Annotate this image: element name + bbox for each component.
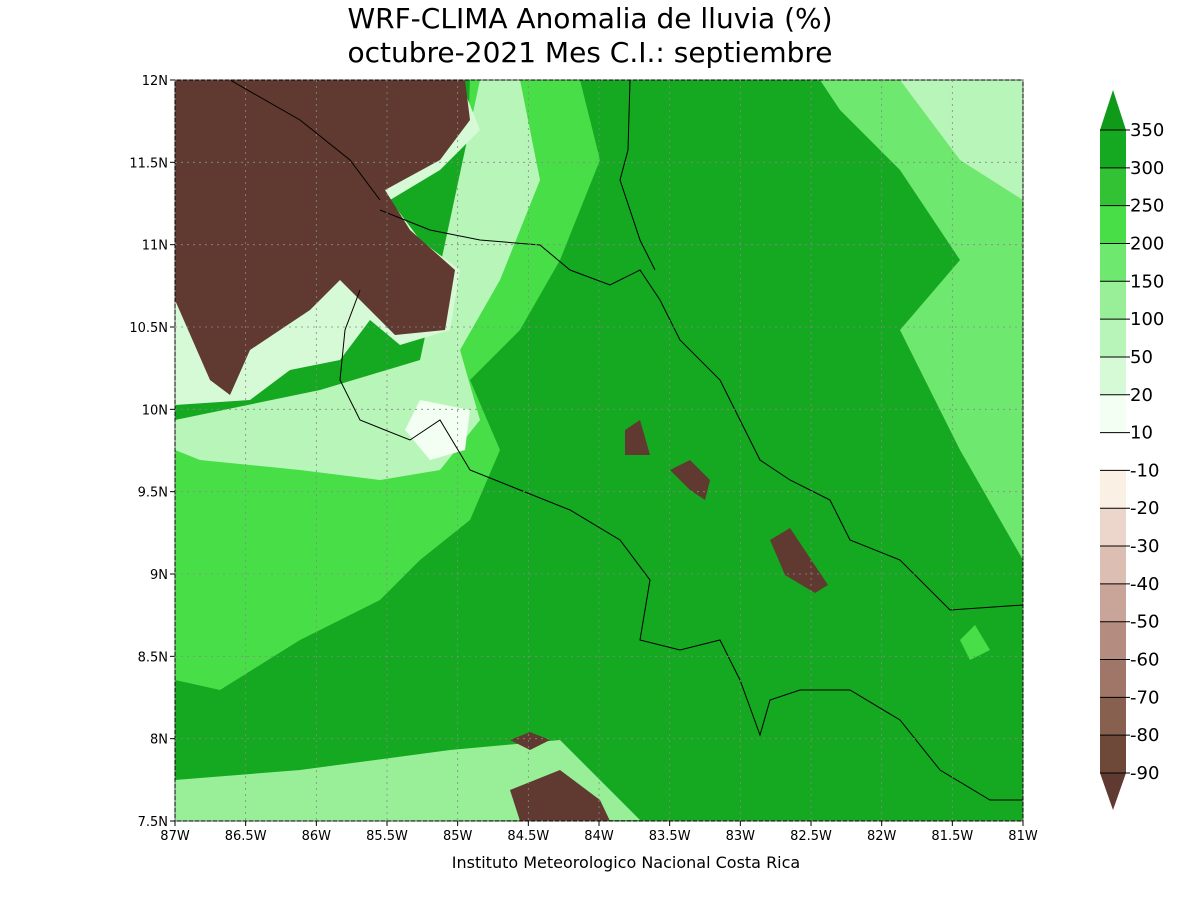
credit: Instituto Meteorologico Nacional Costa R… (452, 853, 800, 872)
lat-tick-label: 11.5N (129, 156, 168, 171)
colorbar-box (1100, 470, 1126, 509)
colorbar-label: 10 (1130, 423, 1153, 444)
colorbar-box (1100, 508, 1126, 547)
field-patch (770, 528, 828, 593)
colorbar-box (1100, 697, 1126, 736)
lon-tick-label: 81W (1008, 829, 1038, 844)
colorbar-label: 50 (1130, 347, 1153, 368)
colorbar-box (1100, 356, 1126, 395)
colorbar-label: -90 (1130, 763, 1159, 784)
lon-tick-label: 86W (302, 829, 332, 844)
colorbar-label: 200 (1130, 233, 1164, 254)
colorbar-box (1100, 281, 1126, 320)
colorbar-box (1100, 394, 1126, 433)
lat-tick-label: 11N (142, 239, 168, 254)
lon-tick-label: 84.5W (507, 829, 549, 844)
colorbar-label: -20 (1130, 498, 1159, 519)
lon-tick-label: 83W (726, 829, 756, 844)
colorbar-label: 300 (1130, 158, 1164, 179)
coastline (619, 80, 656, 271)
colorbar-label: 150 (1130, 271, 1164, 292)
colorbar-label: 20 (1130, 385, 1153, 406)
colorbar-box (1100, 243, 1126, 282)
colorbar-label: -40 (1130, 574, 1159, 595)
field-patch (670, 460, 710, 500)
lat-tick-label: 8N (150, 733, 168, 748)
field-patch (405, 400, 470, 460)
colorbar-box (1100, 583, 1126, 622)
lat-tick-label: 12N (142, 74, 168, 89)
field-patch (900, 80, 1023, 200)
title-line-2: octubre-2021 Mes C.I.: septiembre (348, 36, 833, 69)
lon-tick-label: 81.5W (931, 829, 973, 844)
colorbar-box (1100, 205, 1126, 244)
colorbar-arrow-bottom (1100, 773, 1126, 810)
lon-tick-label: 83.5W (649, 829, 691, 844)
colorbar-label: 250 (1130, 196, 1164, 217)
lon-tick-label: 87W (160, 829, 190, 844)
colorbar-box (1100, 167, 1126, 206)
lon-tick-label: 85W (443, 829, 473, 844)
field-patch (510, 770, 610, 821)
field-patch (175, 80, 470, 395)
colorbar-label: 350 (1130, 120, 1164, 141)
colorbar-box (1100, 432, 1126, 471)
lon-tick-label: 82W (867, 829, 897, 844)
colorbar-box (1100, 319, 1126, 357)
field-patch (960, 625, 990, 660)
field-patch (175, 80, 540, 480)
colorbar-arrow-top (1100, 90, 1126, 130)
field-patch (820, 80, 1023, 560)
colorbar-label: -50 (1130, 612, 1159, 633)
coastline (379, 209, 1023, 611)
lat-tick-label: 7.5N (138, 815, 168, 830)
colorbar-label: -60 (1130, 650, 1159, 671)
field (175, 80, 1023, 821)
lat-tick-label: 8.5N (138, 650, 168, 665)
colorbar-label: -10 (1130, 460, 1159, 481)
lat-tick-label: 10.5N (129, 321, 168, 336)
colorbar-label: -70 (1130, 687, 1159, 708)
title-line-1: WRF-CLIMA Anomalia de lluvia (%) (347, 2, 832, 35)
lon-tick-label: 85.5W (366, 829, 408, 844)
lat-tick-label: 9N (150, 568, 168, 583)
colorbar-box (1100, 621, 1126, 660)
coastline (229, 80, 381, 201)
colorbar-box (1100, 546, 1126, 584)
lon-tick-label: 86.5W (225, 829, 267, 844)
colorbar-label: 100 (1130, 309, 1164, 330)
field-patch (625, 420, 650, 455)
field-patch (510, 732, 550, 750)
colorbar-label: -80 (1130, 725, 1159, 746)
lon-tick-label: 84W (584, 829, 614, 844)
colorbar-label: -30 (1130, 536, 1159, 557)
coastline (339, 289, 1023, 801)
lat-tick-label: 9.5N (138, 486, 168, 501)
colorbar-box (1100, 735, 1126, 773)
colorbar-box (1100, 130, 1126, 168)
lon-tick-label: 82.5W (790, 829, 832, 844)
lat-tick-label: 10N (142, 403, 168, 418)
colorbar-box (1100, 659, 1126, 698)
